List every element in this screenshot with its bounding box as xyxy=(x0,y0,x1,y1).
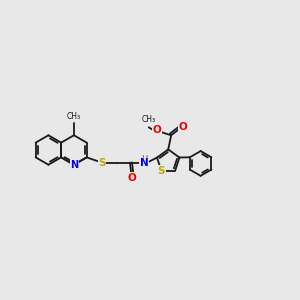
Text: H: H xyxy=(141,154,148,164)
Text: O: O xyxy=(153,125,162,135)
Text: O: O xyxy=(127,173,136,183)
Text: S: S xyxy=(158,166,165,176)
Text: N: N xyxy=(70,160,78,170)
Text: S: S xyxy=(98,158,106,168)
Text: CH₃: CH₃ xyxy=(67,112,81,121)
Text: N: N xyxy=(140,158,149,168)
Text: CH₃: CH₃ xyxy=(142,115,156,124)
Text: O: O xyxy=(179,122,188,132)
